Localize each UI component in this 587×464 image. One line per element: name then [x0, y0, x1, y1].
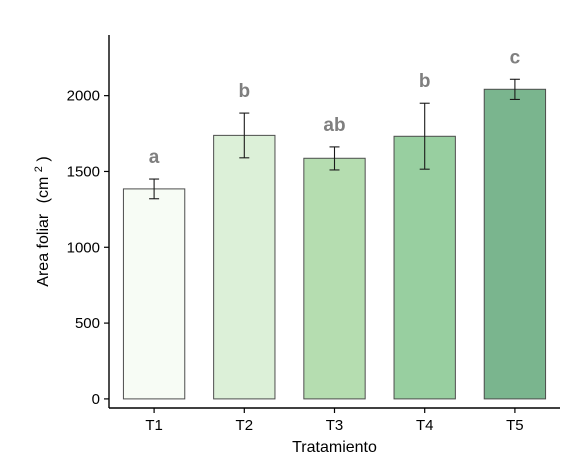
y-tick-label: 1500: [67, 163, 100, 180]
significance-label-t1: a: [149, 147, 160, 168]
bar-t2: [213, 134, 276, 400]
significance-label-t4: b: [419, 71, 431, 92]
x-tick-label: T1: [145, 417, 163, 434]
bar-t4: [393, 135, 456, 400]
bar-t1: [122, 188, 186, 400]
significance-label-t3: ab: [323, 115, 345, 136]
bar-t3: [303, 157, 366, 400]
x-tick-label: T3: [326, 417, 344, 434]
significance-label-t2: b: [238, 81, 250, 102]
y-axis-title-unit: (cm: [35, 177, 52, 204]
y-axis-title-sup: 2: [33, 166, 45, 172]
y-tick-label: 0: [92, 391, 100, 408]
bar-t5: [483, 88, 547, 400]
x-axis-title: Tratamiento: [292, 439, 377, 456]
y-axis-title-close: ): [35, 156, 52, 161]
y-tick-label: 1000: [67, 239, 100, 256]
significance-label-t5: c: [510, 47, 521, 68]
x-tick-label: T2: [236, 417, 254, 434]
y-axis-title-main: Area foliar: [35, 213, 52, 287]
y-tick-label: 500: [75, 315, 100, 332]
axes: 0 500 1000 1500 2000 T1 T2 T3 T4 T5: [67, 35, 560, 434]
y-axis-title: Area foliar (cm 2 ): [29, 156, 52, 286]
x-tick-label: T4: [416, 417, 434, 434]
y-tick-label: 2000: [67, 88, 100, 105]
error-bars: [149, 78, 520, 200]
x-tick-label: T5: [506, 417, 524, 434]
